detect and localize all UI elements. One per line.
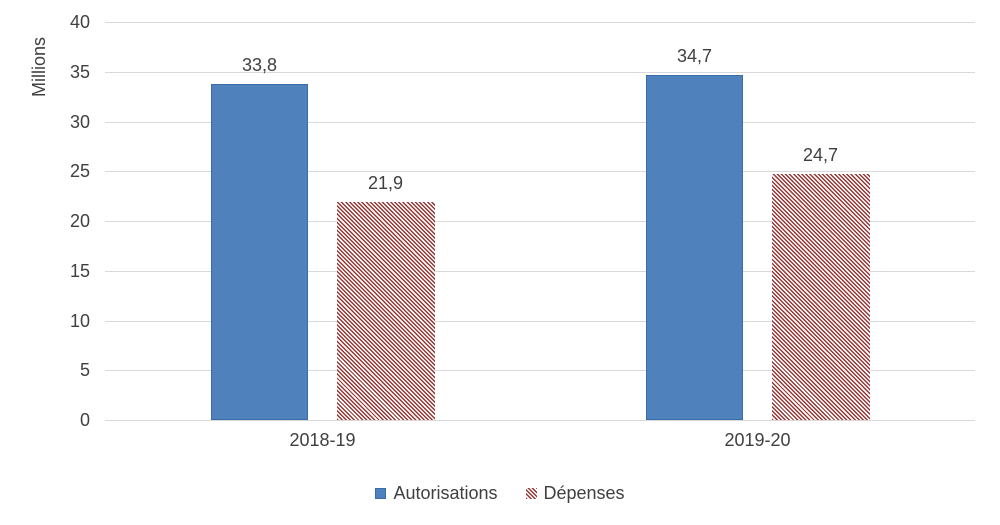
bar-autorisations	[646, 75, 743, 420]
y-tick-label: 35	[69, 62, 90, 82]
bar-dépenses	[772, 174, 870, 420]
gridline	[105, 72, 975, 73]
y-tick-label: 25	[69, 161, 90, 181]
value-label: 24,7	[802, 145, 839, 165]
gridline	[105, 370, 975, 371]
bar-dépenses	[337, 202, 435, 420]
gridline	[105, 171, 975, 172]
gridline	[105, 271, 975, 272]
legend-item-autorisations: Autorisations	[375, 482, 498, 504]
value-label: 34,7	[676, 46, 713, 66]
legend-swatch-dépenses	[525, 487, 537, 499]
legend-swatch-autorisations	[375, 487, 387, 499]
value-label: 33,8	[241, 55, 278, 75]
gridline	[105, 221, 975, 222]
y-tick-label: 15	[69, 261, 90, 281]
y-tick-label: 5	[79, 360, 90, 380]
plot-area: 33,8 21,9 34,7 24,7	[105, 22, 975, 421]
gridline	[105, 122, 975, 123]
category-slot: 33,8 21,9	[105, 22, 540, 420]
category-label: 2018-19	[289, 430, 356, 450]
bar-autorisations	[211, 84, 308, 420]
category-label: 2019-20	[724, 430, 791, 450]
y-tick-label: 0	[79, 410, 90, 430]
category-slot: 34,7 24,7	[540, 22, 975, 420]
legend: Autorisations Dépenses	[0, 482, 1000, 504]
y-tick-label: 40	[69, 12, 90, 32]
gridline	[105, 420, 975, 421]
gridline	[105, 321, 975, 322]
y-tick-label: 10	[69, 311, 90, 331]
value-label: 21,9	[367, 173, 404, 193]
y-tick-label: 20	[69, 211, 90, 231]
legend-label: Autorisations	[393, 483, 498, 503]
legend-label: Dépenses	[543, 483, 625, 503]
legend-item-dépenses: Dépenses	[525, 482, 625, 504]
gridline	[105, 22, 975, 23]
y-tick-label: 30	[69, 112, 90, 132]
